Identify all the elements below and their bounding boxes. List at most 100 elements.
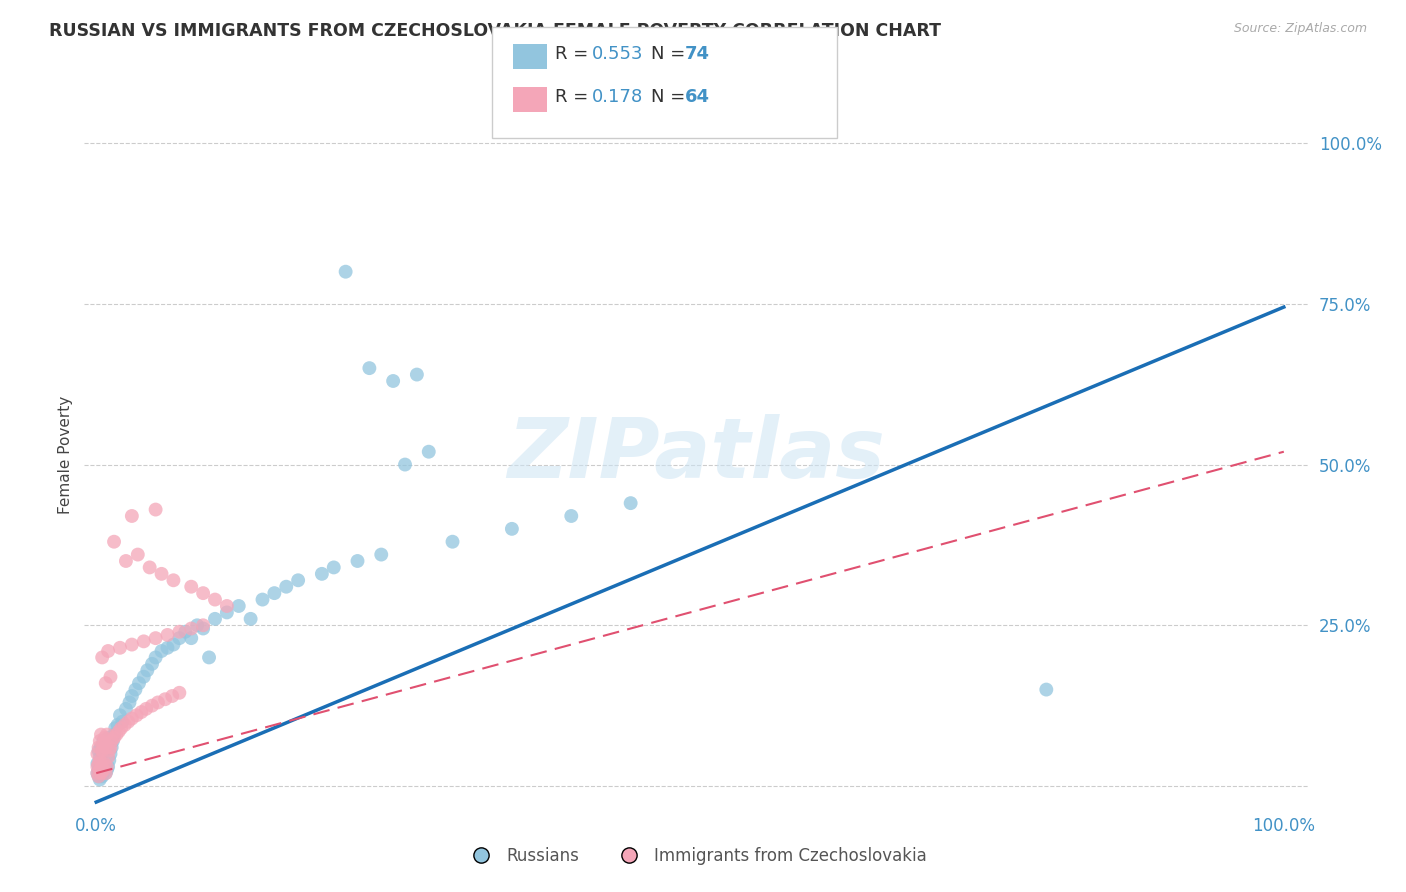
- Point: [117, 714, 139, 729]
- Point: [90, 740, 112, 755]
- Point: [93, 760, 115, 774]
- Point: [128, 676, 150, 690]
- Point: [153, 692, 176, 706]
- Point: [94, 744, 117, 758]
- Point: [441, 534, 464, 549]
- Point: [103, 728, 125, 742]
- Point: [186, 618, 208, 632]
- Point: [276, 580, 298, 594]
- Point: [89, 734, 111, 748]
- Point: [394, 458, 416, 472]
- Point: [501, 522, 523, 536]
- Point: [252, 592, 274, 607]
- Point: [138, 560, 160, 574]
- Point: [89, 760, 111, 774]
- Point: [103, 731, 125, 745]
- Point: [124, 682, 146, 697]
- Point: [91, 756, 114, 771]
- Point: [346, 554, 368, 568]
- Point: [228, 599, 250, 613]
- Point: [131, 705, 153, 719]
- Point: [100, 670, 122, 684]
- Point: [91, 769, 114, 783]
- Point: [91, 744, 114, 758]
- Point: [125, 708, 148, 723]
- Text: R =: R =: [555, 88, 600, 106]
- Point: [162, 574, 184, 588]
- Point: [215, 606, 238, 620]
- Text: 0.553: 0.553: [592, 45, 644, 63]
- Text: Source: ZipAtlas.com: Source: ZipAtlas.com: [1233, 22, 1367, 36]
- Point: [204, 612, 226, 626]
- Point: [118, 695, 141, 709]
- Point: [141, 698, 163, 713]
- Point: [100, 740, 122, 755]
- Point: [86, 766, 108, 780]
- Point: [156, 628, 179, 642]
- Point: [91, 747, 114, 761]
- Point: [370, 548, 392, 562]
- Point: [215, 599, 238, 613]
- Point: [180, 631, 202, 645]
- Point: [86, 766, 108, 780]
- Point: [90, 766, 112, 780]
- Point: [87, 744, 110, 758]
- Point: [91, 650, 114, 665]
- Point: [132, 634, 155, 648]
- Point: [115, 702, 138, 716]
- Point: [93, 734, 115, 748]
- Point: [96, 763, 118, 777]
- Point: [239, 612, 262, 626]
- Point: [93, 756, 115, 771]
- Point: [87, 740, 110, 755]
- Point: [174, 624, 197, 639]
- Text: N =: N =: [651, 45, 690, 63]
- Point: [141, 657, 163, 671]
- Point: [620, 496, 643, 510]
- Text: 74: 74: [685, 45, 710, 63]
- Point: [263, 586, 285, 600]
- Point: [135, 702, 157, 716]
- Text: R =: R =: [555, 45, 595, 63]
- Point: [89, 763, 111, 777]
- Text: 0.178: 0.178: [592, 88, 643, 106]
- Point: [191, 622, 214, 636]
- Point: [111, 714, 134, 729]
- Point: [100, 747, 122, 761]
- Point: [94, 766, 117, 780]
- Point: [93, 763, 115, 777]
- Point: [86, 747, 108, 761]
- Point: [94, 676, 117, 690]
- Point: [121, 638, 143, 652]
- Point: [145, 502, 167, 516]
- Point: [311, 566, 333, 581]
- Point: [1035, 682, 1057, 697]
- Point: [97, 760, 120, 774]
- Point: [107, 724, 129, 739]
- Point: [198, 650, 221, 665]
- Point: [98, 753, 121, 767]
- Point: [169, 686, 191, 700]
- Point: [162, 689, 184, 703]
- Point: [156, 640, 179, 655]
- Point: [169, 624, 191, 639]
- Point: [418, 444, 440, 458]
- Point: [90, 766, 112, 780]
- Point: [105, 728, 128, 742]
- Point: [87, 756, 110, 771]
- Point: [100, 734, 122, 748]
- Point: [89, 753, 111, 767]
- Point: [121, 508, 143, 523]
- Point: [322, 560, 344, 574]
- Point: [87, 763, 110, 777]
- Point: [204, 592, 226, 607]
- Point: [90, 728, 112, 742]
- Point: [103, 534, 125, 549]
- Point: [382, 374, 405, 388]
- Point: [93, 737, 115, 751]
- Point: [97, 644, 120, 658]
- Point: [97, 750, 120, 764]
- Legend: Russians, Immigrants from Czechoslovakia: Russians, Immigrants from Czechoslovakia: [458, 840, 934, 871]
- Point: [406, 368, 429, 382]
- Point: [89, 750, 111, 764]
